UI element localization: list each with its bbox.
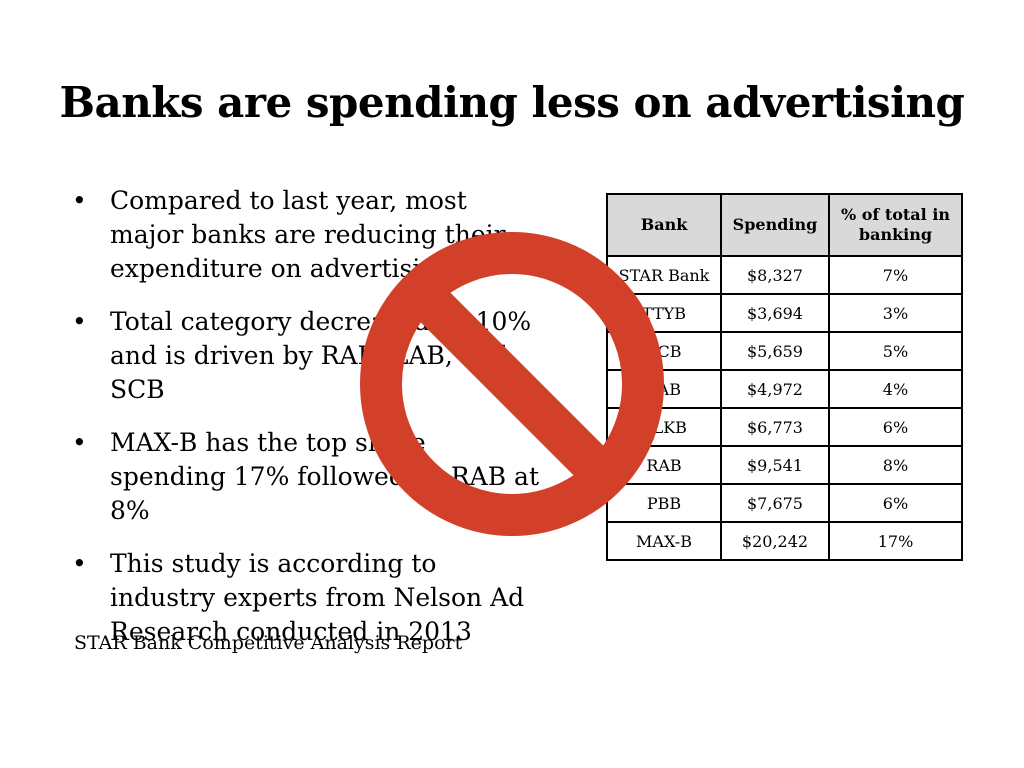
cell-share: 8%: [828, 445, 963, 485]
cell-spending: $4,972: [720, 369, 830, 409]
cell-share: 3%: [828, 293, 963, 333]
prohibition-sign-icon: [360, 232, 664, 536]
prohibition-ring: [360, 232, 664, 536]
bullet-text: Compared to last year, most major banks …: [110, 186, 506, 283]
cell-spending: $9,541: [720, 445, 830, 485]
cell-share: 6%: [828, 407, 963, 447]
bullet-list: • Compared to last year, most major bank…: [72, 184, 542, 668]
cell-spending: $7,675: [720, 483, 830, 523]
cell-spending: $5,659: [720, 331, 830, 371]
table-row: LAB $4,972 4%: [606, 369, 963, 409]
bullet-marker: •: [72, 307, 87, 336]
cell-share: 17%: [828, 521, 963, 561]
cell-spending: $8,327: [720, 255, 830, 295]
table-row: ALKB $6,773 6%: [606, 407, 963, 447]
cell-spending: $3,694: [720, 293, 830, 333]
header-spending: Spending: [720, 193, 830, 257]
bullet-item: • Total category decreased by 10% and is…: [72, 305, 542, 407]
cell-bank: MAX-B: [606, 521, 722, 561]
table-header-row: Bank Spending % of total in banking: [606, 193, 963, 257]
bullet-item: • Compared to last year, most major bank…: [72, 184, 542, 286]
header-share: % of total in banking: [828, 193, 963, 257]
cell-share: 7%: [828, 255, 963, 295]
bullet-marker: •: [72, 428, 87, 457]
source-note: STAR Bank Competitive Analysis Report: [74, 632, 463, 654]
bullet-marker: •: [72, 186, 87, 215]
cell-spending: $20,242: [720, 521, 830, 561]
table-row: STAR Bank $8,327 7%: [606, 255, 963, 295]
slide-title: Banks are spending less on advertising: [59, 78, 965, 127]
cell-share: 5%: [828, 331, 963, 371]
prohibition-slash: [404, 276, 620, 492]
cell-share: 6%: [828, 483, 963, 523]
bullet-item: • This study is according to industry ex…: [72, 547, 542, 649]
table-row: MAX-B $20,242 17%: [606, 521, 963, 561]
cell-share: 4%: [828, 369, 963, 409]
cell-spending: $6,773: [720, 407, 830, 447]
table-row: PBB $7,675 6%: [606, 483, 963, 523]
bullet-marker: •: [72, 549, 87, 578]
table-row: TTYB $3,694 3%: [606, 293, 963, 333]
cell-bank: PBB: [606, 483, 722, 523]
bullet-text: This study is according to industry expe…: [110, 549, 525, 646]
header-bank: Bank: [606, 193, 722, 257]
bank-spending-table: Bank Spending % of total in banking STAR…: [606, 193, 963, 561]
